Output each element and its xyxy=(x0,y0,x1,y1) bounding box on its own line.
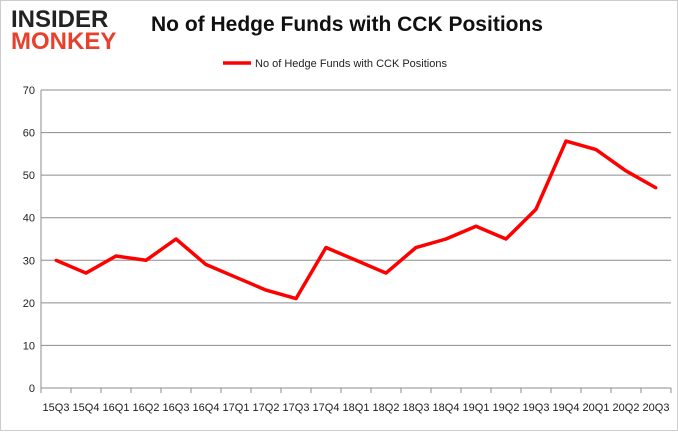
chart-title: No of Hedge Funds with CCK Positions xyxy=(151,13,543,36)
data-point xyxy=(324,246,328,250)
data-point xyxy=(564,139,568,143)
data-point xyxy=(354,258,358,262)
data-point xyxy=(444,237,448,241)
x-tick-label: 19Q4 xyxy=(553,402,580,414)
logo-line2: MONKEY xyxy=(11,28,117,55)
data-point xyxy=(84,271,88,275)
data-point xyxy=(264,288,268,292)
legend-label: No of Hedge Funds with CCK Positions xyxy=(255,58,447,70)
x-tick-label: 17Q1 xyxy=(223,402,250,414)
x-tick-label: 19Q2 xyxy=(493,402,520,414)
series-line xyxy=(55,139,657,301)
x-tick-label: 17Q3 xyxy=(283,402,310,414)
x-tick-label: 18Q1 xyxy=(343,402,370,414)
x-tick-label: 19Q1 xyxy=(463,402,490,414)
data-point xyxy=(534,207,538,211)
data-point xyxy=(174,237,178,241)
x-tick-label: 16Q1 xyxy=(103,402,130,414)
x-tick-label: 20Q1 xyxy=(583,402,610,414)
data-point xyxy=(384,271,388,275)
y-tick-label: 70 xyxy=(23,85,35,97)
data-point xyxy=(144,258,148,262)
data-point xyxy=(204,263,208,267)
y-tick-label: 10 xyxy=(23,340,35,352)
data-point xyxy=(474,224,478,228)
y-tick-label: 60 xyxy=(23,128,35,140)
x-tick-label: 17Q4 xyxy=(313,402,340,414)
insider-monkey-logo: INSIDER MONKEY xyxy=(11,6,129,55)
data-point xyxy=(114,254,118,258)
data-point xyxy=(234,275,238,279)
data-point xyxy=(594,148,598,152)
x-tick-label: 18Q3 xyxy=(403,402,430,414)
x-tick-label: 19Q3 xyxy=(523,402,550,414)
y-tick-label: 0 xyxy=(29,383,35,395)
data-point xyxy=(294,297,298,301)
data-point xyxy=(654,186,658,190)
y-tick-label: 20 xyxy=(23,298,35,310)
data-point xyxy=(414,246,418,250)
data-point xyxy=(54,258,58,262)
logo-line1: INSIDER xyxy=(11,6,109,33)
x-tick-label: 20Q3 xyxy=(643,402,670,414)
data-point xyxy=(504,237,508,241)
x-tick-label: 18Q4 xyxy=(433,402,460,414)
y-tick-label: 50 xyxy=(23,170,35,182)
y-tick-label: 30 xyxy=(23,255,35,267)
y-tick-label: 40 xyxy=(23,213,35,225)
x-tick-label: 20Q2 xyxy=(613,402,640,414)
x-tick-label: 16Q4 xyxy=(193,402,220,414)
x-tick-label: 16Q2 xyxy=(133,402,160,414)
x-tick-label: 17Q2 xyxy=(253,402,280,414)
x-tick-label: 16Q3 xyxy=(163,402,190,414)
x-tick-label: 18Q2 xyxy=(373,402,400,414)
x-tick-label: 15Q3 xyxy=(43,402,70,414)
x-tick-label: 15Q4 xyxy=(73,402,100,414)
data-point xyxy=(624,169,628,173)
